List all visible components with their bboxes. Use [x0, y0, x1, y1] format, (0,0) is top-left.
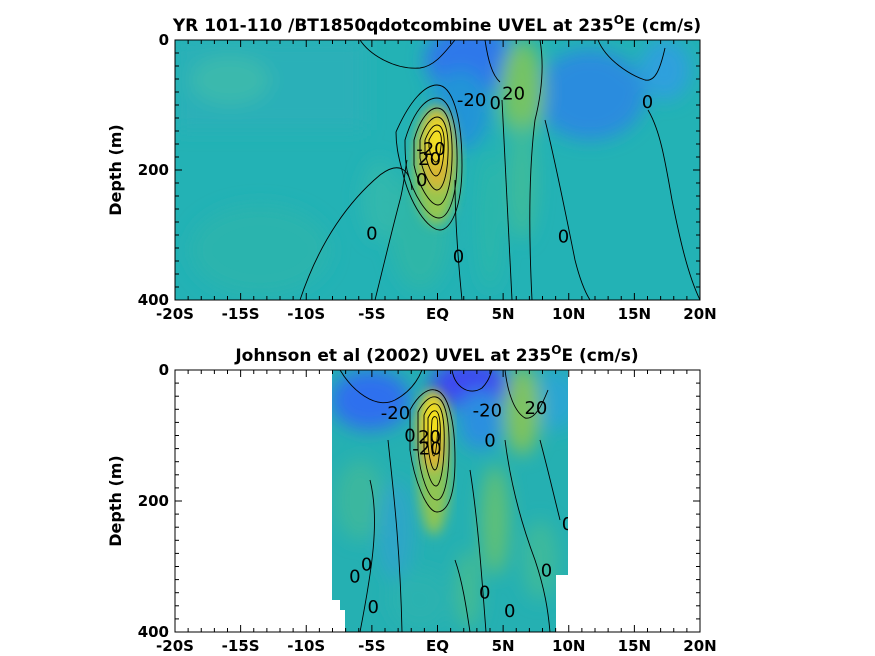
bottom-x-tick-label: -5S [358, 637, 385, 655]
top-x-tick-label: 5N [492, 305, 515, 323]
top-y-axis-label: Depth (m) [106, 124, 125, 216]
bottom-x-ticks: -20S -15S -10S -5S EQ 5N 10N 15N 20N [156, 370, 717, 655]
top-x-tick-label: EQ [426, 305, 449, 323]
top-panel: YR 101-110 /BT1850qdotcombine UVEL at 23… [106, 13, 717, 323]
bottom-contour-label: -20 [412, 439, 441, 460]
bottom-x-tick-label: 5N [492, 637, 515, 655]
top-contour-label: 0 [558, 226, 569, 247]
bottom-contour-label: -20 [473, 401, 502, 422]
bottom-contour-label: 0 [479, 583, 490, 604]
top-contour-label: 0 [642, 92, 653, 113]
bottom-contour-label: -20 [381, 403, 410, 424]
bottom-x-tick-label: -10S [287, 637, 325, 655]
top-contour-label: 20 [502, 83, 525, 104]
top-contour-label: 0 [453, 246, 464, 267]
bottom-y-tick-label: 200 [138, 492, 169, 510]
bottom-contour-label: 0 [361, 555, 372, 576]
bottom-x-tick-label: -15S [222, 637, 260, 655]
top-contour-label: -20 [457, 90, 486, 111]
bottom-contour-label: 20 [524, 398, 547, 419]
top-x-ticks: -20S -15S -10S -5S EQ 5N 10N 15N 20N [156, 40, 717, 323]
bottom-y-tick-label: 400 [138, 623, 169, 641]
top-x-tick-label: 10N [552, 305, 585, 323]
top-x-tick-label: -15S [222, 305, 260, 323]
bottom-contour-label: 0 [562, 514, 573, 535]
bottom-contour-label: 20 [418, 427, 441, 448]
top-contour-label: -20 [416, 139, 445, 160]
bottom-contour-label: 0 [349, 566, 360, 587]
bottom-x-tick-label: 20N [683, 637, 716, 655]
bottom-mask-left [332, 600, 345, 632]
top-y-tick-label: 200 [138, 161, 169, 179]
bottom-contour-label: 0 [504, 601, 515, 622]
bottom-y-tick-label: 0 [159, 361, 169, 379]
top-y-tick-label: 0 [159, 31, 169, 49]
top-title: YR 101-110 /BT1850qdotcombine UVEL at 23… [172, 13, 701, 36]
top-y-tick-label: 400 [138, 291, 169, 309]
top-x-tick-label: 15N [618, 305, 651, 323]
bottom-x-tick-label: 15N [618, 637, 651, 655]
bottom-x-tick-label: 10N [552, 637, 585, 655]
bottom-contour-label: 0 [484, 431, 495, 452]
top-contour-label: 0 [490, 93, 501, 114]
bottom-mask-right [556, 575, 568, 632]
top-x-tick-label: -10S [287, 305, 325, 323]
top-x-tick-label: 20N [683, 305, 716, 323]
top-contour-label: 20 [418, 149, 441, 170]
top-contour-label: 0 [416, 170, 427, 191]
top-contour-label: 0 [366, 224, 377, 245]
bottom-contour-label: 0 [367, 597, 378, 618]
bottom-y-axis-label: Depth (m) [106, 455, 125, 547]
bottom-panel: Johnson et al (2002) UVEL at 235OE (cm/s… [106, 343, 717, 655]
bottom-contour-label: 0 [404, 426, 415, 447]
bottom-title: Johnson et al (2002) UVEL at 235OE (cm/s… [234, 343, 638, 366]
bottom-x-tick-label: -20S [156, 637, 194, 655]
top-x-tick-label: -5S [358, 305, 385, 323]
top-x-tick-label: -20S [156, 305, 194, 323]
bottom-x-tick-label: EQ [426, 637, 449, 655]
bottom-contour-label: 0 [541, 560, 552, 581]
